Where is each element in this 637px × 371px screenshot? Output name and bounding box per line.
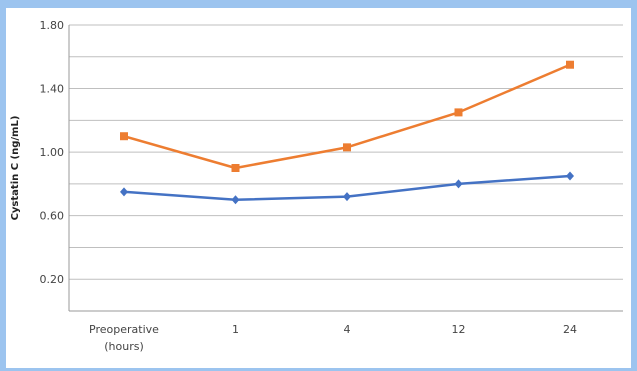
series-0-point [454,108,463,117]
y-tick-label: 0.20 [40,273,65,286]
x-tick-label: (hours) [104,340,144,353]
x-tick-label: 24 [563,323,577,336]
series-0-point [343,143,351,152]
series-1-point [566,171,574,181]
line-chart: 0.20 0.60 1.00 1.40 1.80 Cystatin C (ng/mL) Pr… [10,19,623,353]
series-1-point [343,192,351,202]
chart-frame: 0.20 0.60 1.00 1.40 1.80 Cystatin C (ng/mL) Pr… [6,8,631,368]
x-tick-label: Preoperative [89,323,159,336]
series-1-point [454,179,463,189]
y-tick-label: 0.60 [40,210,65,223]
y-tick-label: 1.40 [40,83,65,96]
x-tick-label: 12 [452,323,466,336]
x-tick-label: 1 [232,323,239,336]
series-0-point [231,164,240,172]
y-tick-label: 1.80 [40,19,65,32]
series-1-point [120,187,128,197]
series-0-point [120,132,128,141]
x-tick-label: 4 [344,323,351,336]
y-axis-title: Cystatin C (ng/mL) [10,116,21,221]
series-0-point [566,60,574,69]
series-1-point [231,195,240,205]
y-tick-label: 1.00 [40,146,65,159]
